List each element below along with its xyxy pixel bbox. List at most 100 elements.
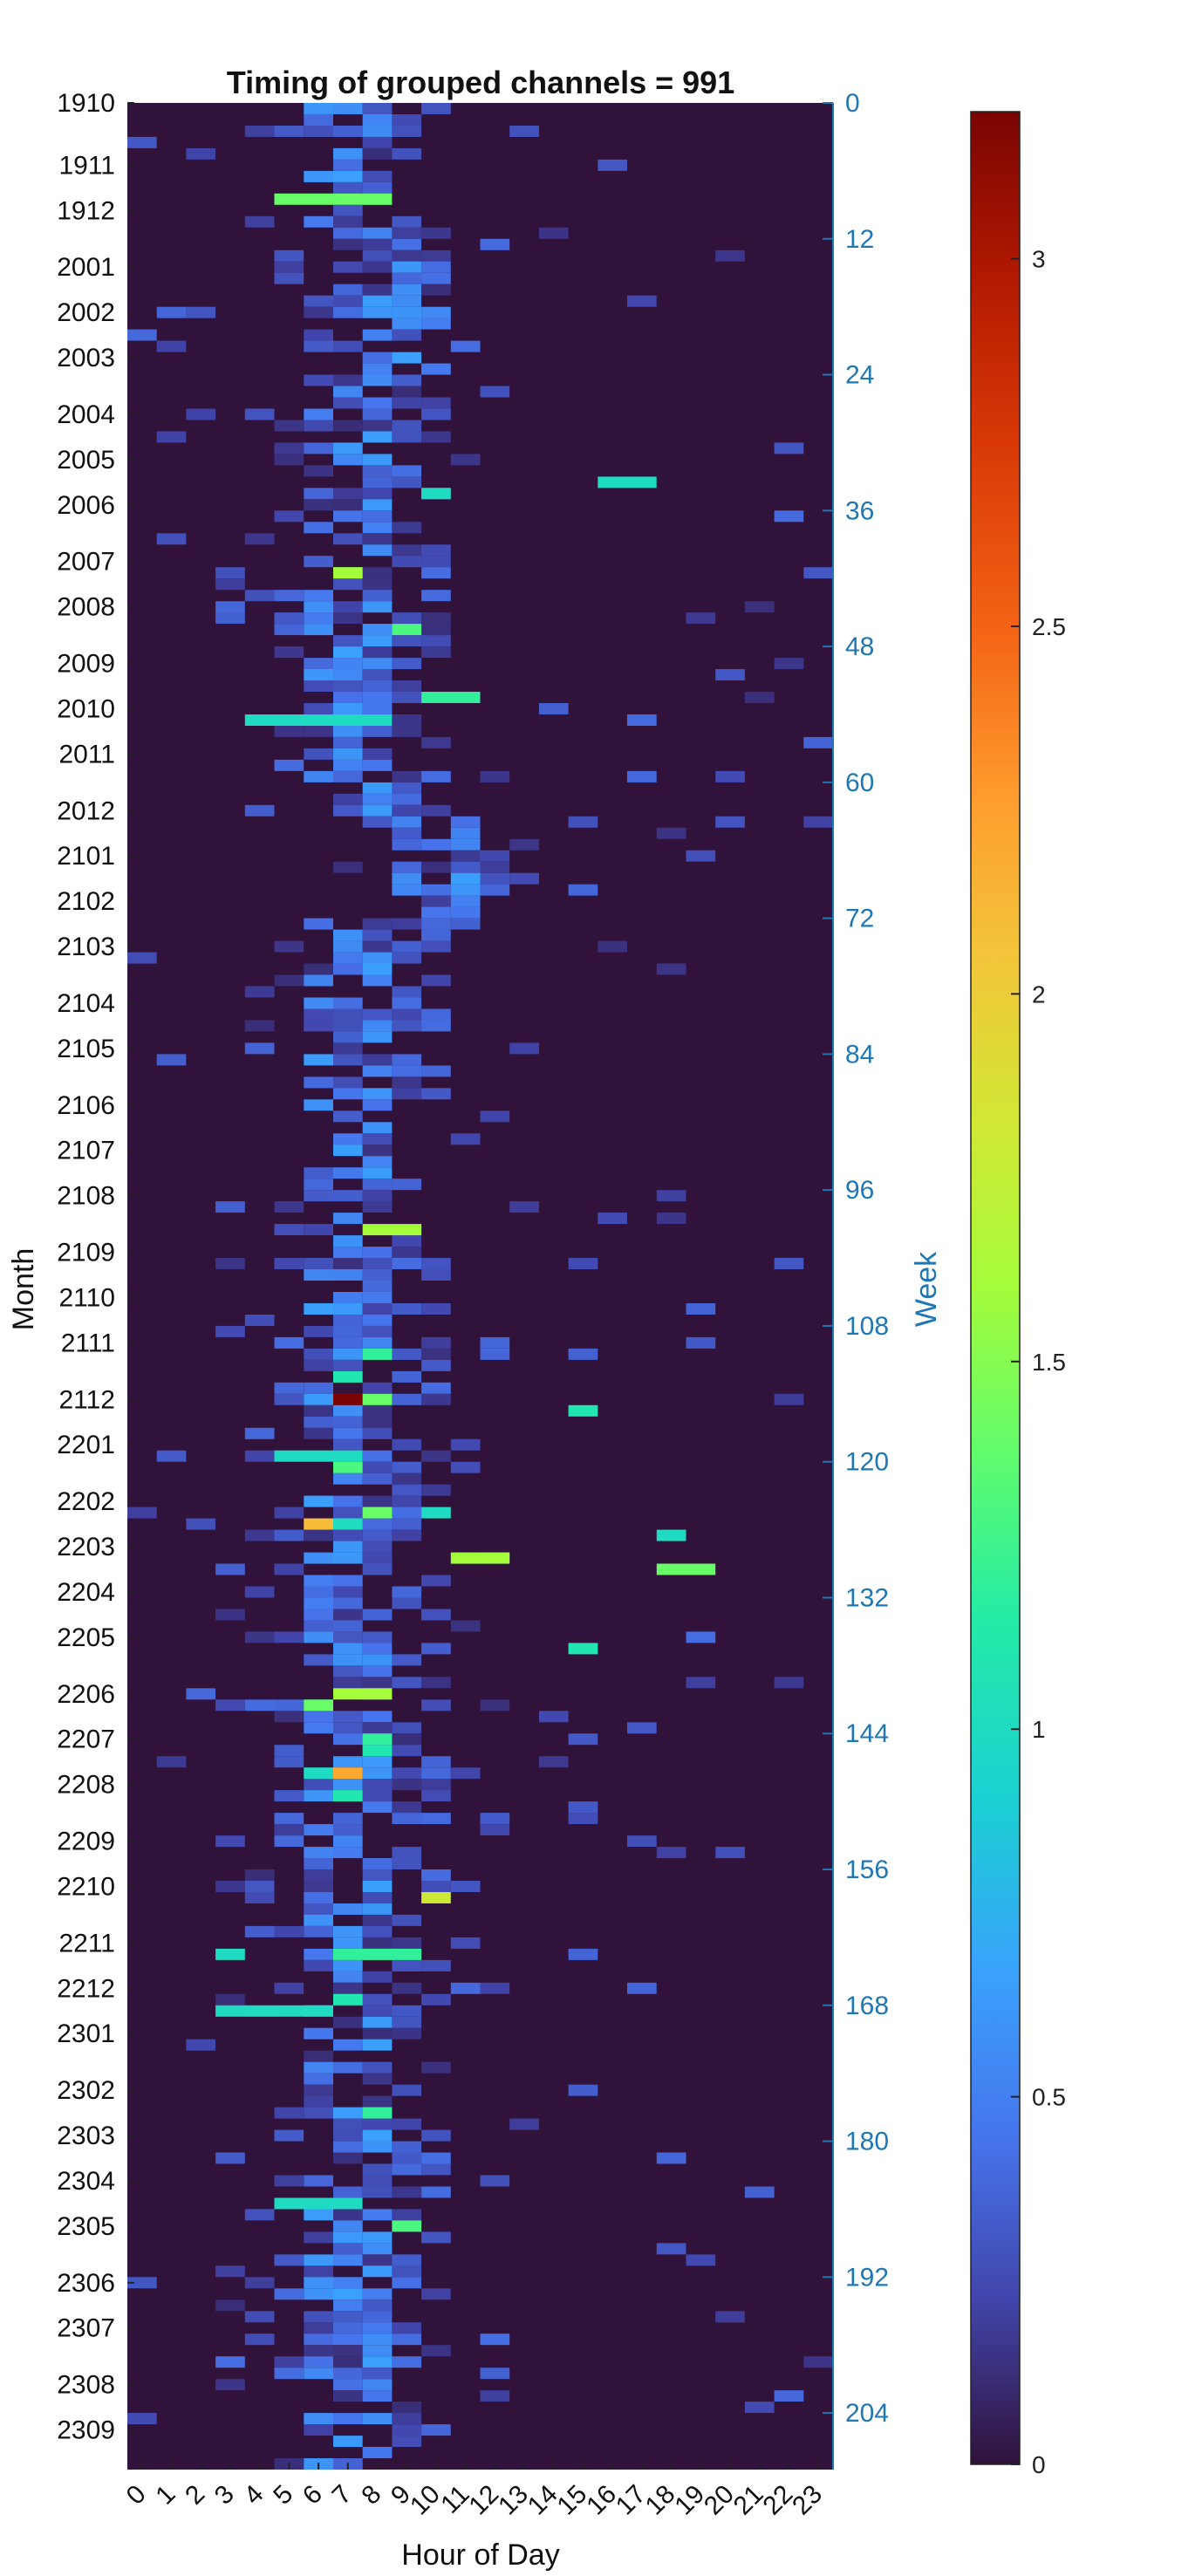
heatmap-cell (245, 987, 275, 998)
heatmap-cell (363, 760, 393, 771)
heatmap-cell (363, 964, 393, 975)
heatmap-cell (657, 828, 686, 839)
heatmap-cell (363, 1179, 393, 1190)
heatmap-cell (392, 1813, 421, 1824)
heatmap-cell (363, 522, 393, 533)
heatmap-cell (304, 1949, 333, 1960)
heatmap-cell (392, 1054, 421, 1065)
heatmap-cell (392, 273, 421, 284)
heatmap-cell (304, 171, 333, 182)
heatmap-cell (421, 612, 451, 624)
month-tick-label: 2003 (57, 344, 115, 372)
colorbar-tick-label: 1.5 (1032, 1349, 1066, 1376)
heatmap-cell (392, 1088, 421, 1099)
heatmap-cell (333, 1042, 363, 1054)
heatmap-cell (421, 262, 451, 273)
heatmap-cell (363, 1665, 393, 1677)
heatmap-cell (304, 975, 333, 987)
heatmap-cell (333, 216, 363, 228)
hour-tick-label: 7 (327, 2480, 358, 2511)
heatmap-cell (215, 1881, 245, 1892)
heatmap-cell (363, 2176, 393, 2187)
heatmap-cell (304, 1360, 333, 1371)
week-tick-label: 24 (845, 361, 874, 390)
heatmap-cell (392, 839, 421, 851)
heatmap-cell (333, 2333, 363, 2345)
heatmap-cell (333, 1677, 363, 1688)
heatmap-cell (481, 2390, 510, 2402)
heatmap-cell (215, 1835, 245, 1847)
heatmap-cell (451, 885, 481, 896)
heatmap-cell (363, 2379, 393, 2390)
heatmap-cell (363, 1258, 393, 1269)
heatmap-cell (333, 726, 363, 737)
heatmap-cell (363, 1349, 393, 1360)
heatmap-cell (304, 488, 333, 499)
heatmap-cell (333, 1665, 363, 1677)
heatmap-cell (392, 1587, 421, 1598)
heatmap-cell (304, 2254, 333, 2265)
heatmap-cell (333, 1360, 363, 1371)
week-tick-label: 192 (845, 2263, 889, 2292)
heatmap-cell (333, 601, 363, 612)
heatmap-cell (215, 1949, 245, 1960)
heatmap-cell (333, 1405, 363, 1417)
heatmap-cell (333, 488, 363, 499)
heatmap-cell (539, 1756, 569, 1767)
heatmap-cell (363, 1892, 393, 1903)
heatmap-cell (333, 1315, 363, 1326)
heatmap-cell (392, 1462, 421, 1473)
heatmap-cell (333, 2062, 363, 2074)
heatmap-cell (304, 1303, 333, 1315)
heatmap-cell (333, 1949, 421, 1960)
heatmap-cell (275, 1756, 304, 1767)
heatmap-cell (304, 1224, 333, 1235)
heatmap-cell (451, 1553, 509, 1564)
heatmap-cell (569, 1258, 598, 1269)
heatmap-cell (333, 2130, 363, 2142)
heatmap-cell (392, 624, 421, 635)
heatmap-cell (333, 669, 363, 680)
heatmap-cell (363, 1767, 393, 1779)
heatmap-cell (745, 601, 775, 612)
week-tick-label: 204 (845, 2399, 889, 2428)
heatmap-cell (392, 148, 421, 160)
heatmap-cell (333, 1054, 363, 1065)
heatmap-cell (304, 998, 333, 1009)
heatmap-cell (363, 510, 393, 522)
heatmap-cell (803, 2356, 833, 2368)
heatmap-cell (569, 2085, 598, 2096)
heatmap-cell (657, 1530, 686, 1541)
week-tick-label: 48 (845, 632, 874, 661)
heatmap-cell (363, 533, 393, 544)
heatmap-cell (333, 1530, 363, 1541)
heatmap-cell (363, 1654, 393, 1665)
heatmap-cell (421, 1258, 451, 1269)
heatmap-cell (275, 273, 304, 284)
heatmap-cell (421, 2231, 451, 2243)
heatmap-cell (215, 578, 245, 590)
heatmap-cell (245, 2209, 275, 2220)
heatmap-cell (333, 658, 363, 669)
heatmap-cell (304, 1779, 333, 1790)
heatmap-cell (304, 2265, 333, 2277)
heatmap-cell (333, 1235, 363, 1247)
heatmap-cell (304, 2209, 333, 2220)
heatmap-cell (333, 2379, 363, 2390)
heatmap-cell (333, 2322, 363, 2333)
heatmap-cell (333, 771, 363, 782)
heatmap-cell (215, 1326, 245, 1337)
heatmap-cell (421, 919, 451, 930)
heatmap-cell (333, 1519, 363, 1530)
heatmap-cell (363, 2017, 393, 2028)
heatmap-cell (275, 1394, 304, 1405)
heatmap-cell (363, 2368, 393, 2379)
heatmap-cell (392, 307, 421, 318)
heatmap-cell (363, 1326, 393, 1337)
heatmap-cell (363, 2288, 393, 2299)
heatmap-cell (333, 1598, 363, 1609)
heatmap-cell (304, 307, 333, 318)
heatmap-cell (421, 1303, 451, 1315)
heatmap-cell (304, 1587, 333, 1598)
